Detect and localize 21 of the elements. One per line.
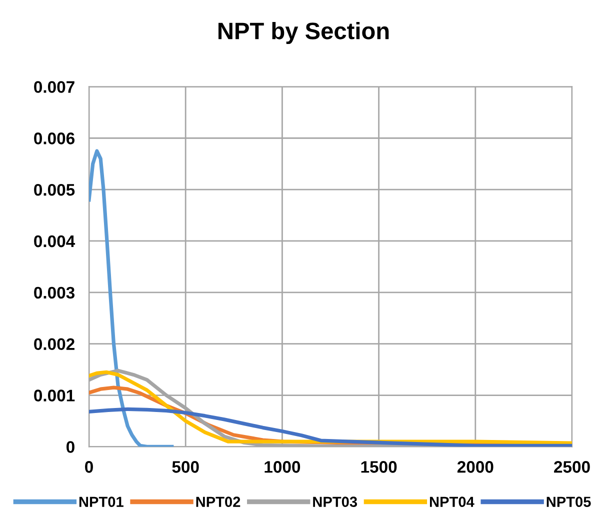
y-tick-label: 0.001 — [34, 390, 75, 402]
y-tick-label: 0.004 — [34, 235, 76, 248]
x-tick-label: 1500 — [361, 461, 397, 473]
y-tick-label: 0.005 — [34, 184, 75, 196]
y-tick-label: 0.006 — [34, 132, 75, 144]
y-tick-label: 0.003 — [34, 286, 75, 299]
legend-label: NPT05 — [546, 496, 591, 507]
y-tick-label: 0 — [66, 441, 74, 453]
legend-label: NPT01 — [79, 496, 124, 507]
chart-title: NPT by Section — [218, 22, 389, 44]
line-series — [89, 149, 174, 447]
x-tick-label: 1000 — [264, 461, 300, 473]
y-tick-label: 0.002 — [34, 338, 74, 350]
legend-label: NPT03 — [313, 496, 358, 508]
x-tick-label: 500 — [172, 461, 199, 473]
x-tick-label: 0 — [85, 461, 93, 473]
legend-label: NPT04 — [430, 496, 474, 507]
x-tick-label: 2000 — [457, 461, 494, 473]
y-tick-label: 0.007 — [34, 81, 74, 93]
x-tick-label: 2500 — [554, 461, 590, 473]
legend-label: NPT02 — [196, 496, 240, 507]
